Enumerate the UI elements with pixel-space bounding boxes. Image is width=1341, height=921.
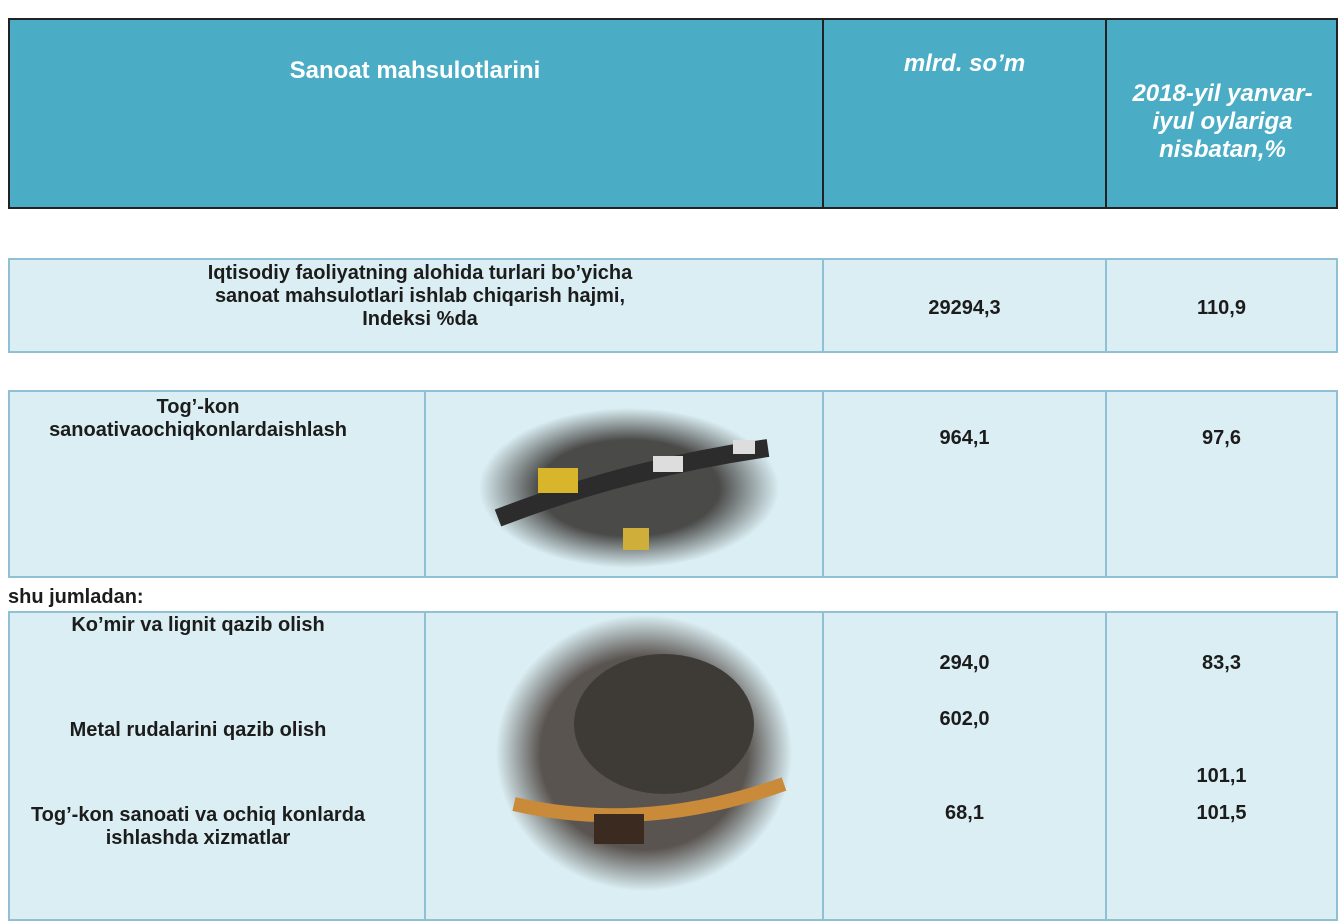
row-label: Tog’-kon sanoati va ochiq konlarda ishla…: [28, 804, 368, 850]
page: Sanoat mahsulotlarini mlrd. so’m 2018-yi…: [0, 0, 1341, 911]
value: 68,1: [822, 802, 1107, 825]
index: 83,3: [1105, 652, 1338, 675]
row-label: Iqtisodiy faoliyatning alohida turlari b…: [190, 262, 650, 331]
index: 101,1: [1105, 765, 1338, 788]
row-label: Ko’mir va lignit qazib olish: [48, 614, 348, 637]
divider: [822, 18, 824, 209]
index: 101,5: [1105, 802, 1338, 825]
divider: [1105, 18, 1107, 209]
value: 29294,3: [822, 297, 1107, 320]
group-label: shu jumladan:: [8, 586, 144, 609]
index: 110,9: [1105, 297, 1338, 320]
header-cell: 2018-yil yanvar-iyul oylariga nisbatan,%: [1125, 80, 1320, 164]
header-cell: Sanoat mahsulotlarini: [8, 57, 822, 85]
value: 602,0: [822, 708, 1107, 731]
value: 964,1: [822, 427, 1107, 450]
cell: [1105, 390, 1338, 578]
index: 97,6: [1105, 427, 1338, 450]
header-cell: mlrd. so’m: [824, 50, 1105, 78]
quarry-image: [494, 614, 794, 892]
row-label: Metal rudalarini qazib olish: [48, 719, 348, 742]
cell: [8, 611, 426, 921]
value: 294,0: [822, 652, 1107, 675]
cell: [822, 390, 1107, 578]
mine-image: [478, 408, 780, 568]
row-label: Tog’-kon sanoativaochiqkonlardaishlash: [48, 396, 348, 442]
